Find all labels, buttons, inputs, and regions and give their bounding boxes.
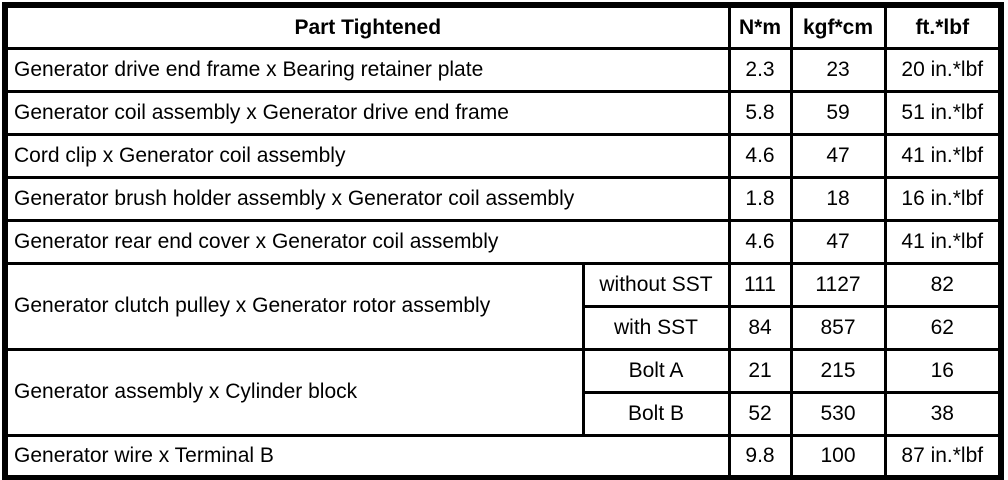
header-kgfcm: kgf*cm [789,3,887,50]
kgfcm-cell: 47 [789,218,887,265]
nm-cell: 5.8 [727,89,793,136]
part-cell: Generator clutch pulley x Generator roto… [3,261,585,351]
table-row: Bolt B 52 530 38 [5,390,1003,437]
part-cell: Generator wire x Terminal B [3,433,731,480]
ftlbf-cell: 87 in.*lbf [883,433,1003,480]
part-cell: Generator assembly x Cylinder block [3,347,585,437]
subpart-cell: Bolt A [581,347,731,394]
ftlbf-cell: 16 [883,347,1003,394]
header-nm: N*m [727,3,793,50]
part-cell: Generator rear end cover x Generator coi… [3,218,731,265]
nm-cell: 21 [727,347,793,394]
table-row: Generator brush holder assembly x Genera… [3,175,1003,222]
subpart-cell: with SST [581,304,731,351]
ftlbf-cell: 41 in.*lbf [883,132,1003,179]
table-row: with SST 84 857 62 [5,304,1003,351]
kgfcm-cell: 215 [789,347,887,394]
kgfcm-cell: 18 [789,175,887,222]
nm-cell: 4.6 [727,132,793,179]
nm-cell: 4.6 [727,218,793,265]
kgfcm-cell: 47 [789,132,887,179]
header-row: Part Tightened N*m kgf*cm ft.*lbf [3,3,1003,50]
table-row: Generator rear end cover x Generator coi… [3,218,1003,265]
kgfcm-cell: 23 [789,46,887,93]
ftlbf-cell: 41 in.*lbf [883,218,1003,265]
table-row: Generator wire x Terminal B 9.8 100 87 i… [3,433,1003,480]
subpart-cell: Bolt B [581,390,731,437]
ftlbf-cell: 51 in.*lbf [883,89,1003,136]
table-row: Cord clip x Generator coil assembly 4.6 … [3,132,1003,179]
kgfcm-cell: 530 [789,390,887,437]
header-ftlbf: ft.*lbf [883,3,1003,50]
nm-cell: 9.8 [727,433,793,480]
ftlbf-cell: 82 [883,261,1003,308]
kgfcm-cell: 857 [789,304,887,351]
ftlbf-cell: 20 in.*lbf [883,46,1003,93]
part-cell: Generator brush holder assembly x Genera… [3,175,731,222]
ftlbf-cell: 38 [883,390,1003,437]
table-row: Generator drive end frame x Bearing reta… [3,46,1003,93]
table-row: Generator assembly x Cylinder block Bolt… [3,347,1003,437]
part-cell: Generator drive end frame x Bearing reta… [3,46,731,93]
subpart-cell: without SST [581,261,731,308]
kgfcm-cell: 100 [789,433,887,480]
kgfcm-cell: 1127 [789,261,887,308]
table-row: Generator coil assembly x Generator driv… [3,89,1003,136]
part-cell: Generator coil assembly x Generator driv… [3,89,731,136]
table-row: Generator clutch pulley x Generator roto… [3,261,1003,351]
header-part-tightened: Part Tightened [3,3,731,50]
part-cell: Cord clip x Generator coil assembly [3,132,731,179]
ftlbf-cell: 16 in.*lbf [883,175,1003,222]
nm-cell: 1.8 [727,175,793,222]
nm-cell: 52 [727,390,793,437]
ftlbf-cell: 62 [883,304,1003,351]
nm-cell: 2.3 [727,46,793,93]
nm-cell: 84 [727,304,793,351]
kgfcm-cell: 59 [789,89,887,136]
nm-cell: 111 [727,261,793,308]
